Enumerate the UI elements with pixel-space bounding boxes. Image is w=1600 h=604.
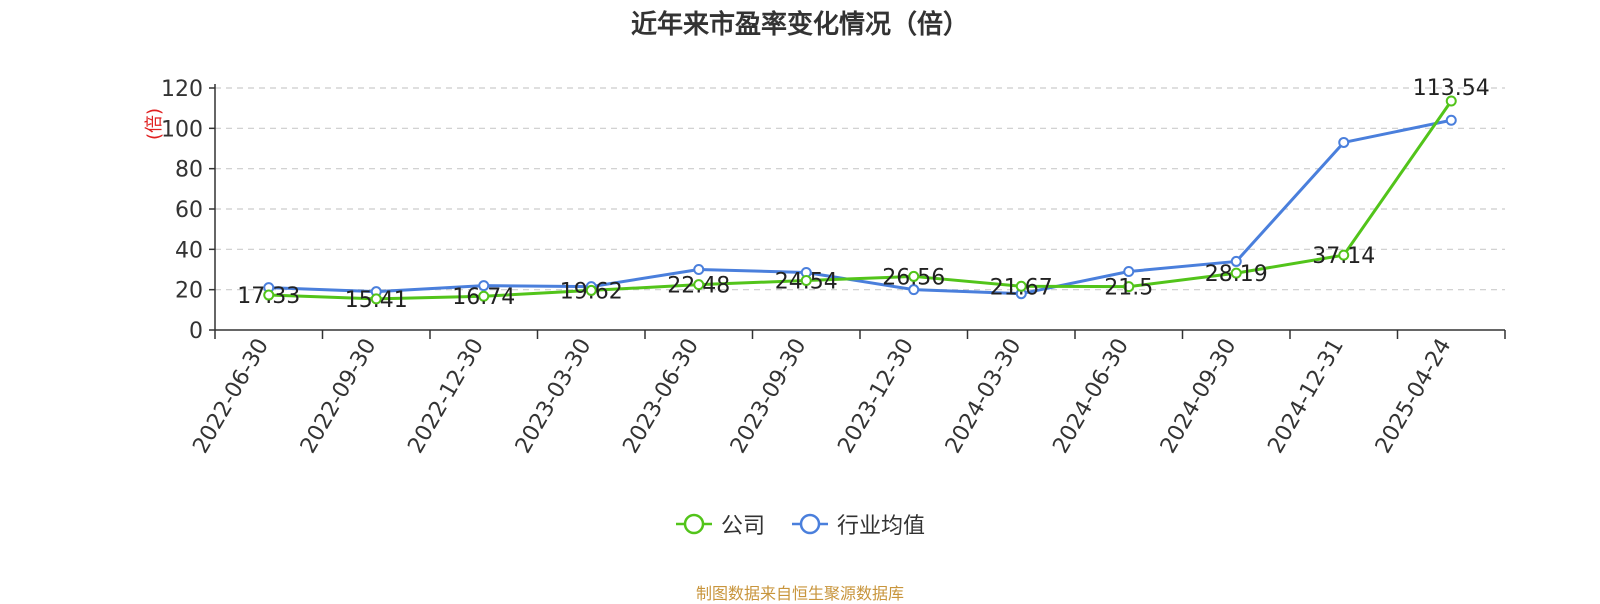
x-tick-label: 2023-12-30 [833, 335, 919, 458]
series-0-point [1445, 95, 1457, 107]
data-label: 113.54 [1413, 76, 1490, 101]
x-tick-label: 2023-03-30 [511, 335, 597, 458]
legend-swatch-icon [675, 513, 712, 535]
x-tick-label: 2024-12-31 [1263, 335, 1349, 458]
x-tick-label: 2025-04-24 [1371, 335, 1457, 458]
data-label: 16.74 [452, 285, 515, 310]
series-0-point [1015, 280, 1027, 292]
data-label: 28.19 [1205, 262, 1268, 287]
series-0-point [478, 290, 490, 302]
y-tick-label: 100 [161, 117, 203, 142]
legend-swatch-icon [792, 513, 828, 535]
data-labels: 17.33 15.41 16.74 19.62 22.48 24.54 26.56 21.67… [237, 76, 1489, 313]
series-0-point [1230, 267, 1242, 279]
series-0-point [800, 275, 812, 287]
y-tick-label: 80 [175, 158, 203, 183]
series-1-point [908, 284, 920, 296]
chart-title: 近年来市盈率变化情况（倍） [630, 10, 969, 40]
y-tick-label: 0 [189, 319, 203, 344]
legend-label: 公司 [720, 514, 765, 539]
y-tick-label: 120 [161, 77, 203, 102]
x-tick-label: 2022-09-30 [296, 335, 382, 458]
legend-item-0[interactable]: 公司 [675, 508, 765, 540]
series-0-point [1338, 249, 1350, 261]
x-tick-label: 2024-03-30 [941, 335, 1027, 458]
x-tick-label: 2022-06-30 [188, 335, 274, 458]
x-tick-label: 2024-06-30 [1048, 335, 1134, 458]
series-1-point [1445, 114, 1457, 126]
data-label: 22.48 [667, 274, 730, 299]
x-tick-label: 2022-12-30 [403, 335, 489, 458]
y-tick-label: 60 [175, 198, 203, 223]
y-axis-label: (倍) [144, 108, 165, 140]
series-0-point [908, 270, 920, 282]
series-0-point [263, 289, 275, 301]
data-label: 19.62 [560, 279, 623, 304]
data-label: 24.54 [775, 270, 838, 295]
series-0-point [1123, 281, 1135, 293]
data-label: 15.41 [345, 288, 408, 313]
legend-label: 行业均值 [837, 514, 926, 539]
series-0-point [693, 279, 705, 291]
series-0-point [370, 293, 382, 305]
source-note: 制图数据来自恒生聚源数据库 [695, 584, 904, 603]
y-tick-label: 20 [175, 279, 203, 304]
x-tick-label: 2023-06-30 [618, 335, 704, 458]
series-1-point [693, 264, 705, 275]
series-0-point [585, 284, 597, 296]
data-label: 17.33 [237, 284, 300, 309]
legend-item-1[interactable]: 行业均值 [791, 508, 925, 540]
series-line-1 [268, 118, 1452, 296]
x-tick-label: 2024-09-30 [1156, 335, 1242, 458]
series-1-point [1123, 266, 1135, 278]
series-1-point [1230, 255, 1242, 267]
series-lines [263, 95, 1457, 305]
series-1-point [1338, 136, 1350, 148]
series-1-point [478, 280, 490, 292]
data-label: 21.5 [1104, 276, 1153, 301]
x-tick-label: 2023-09-30 [726, 335, 812, 458]
series-line-0 [268, 100, 1453, 301]
data-label: 26.56 [882, 265, 945, 290]
y-tick-label: 40 [175, 238, 203, 263]
data-label: 21.67 [990, 275, 1053, 300]
chart-legend: 公司 行业均值 [0, 508, 1600, 540]
data-label: 37.14 [1312, 244, 1375, 269]
